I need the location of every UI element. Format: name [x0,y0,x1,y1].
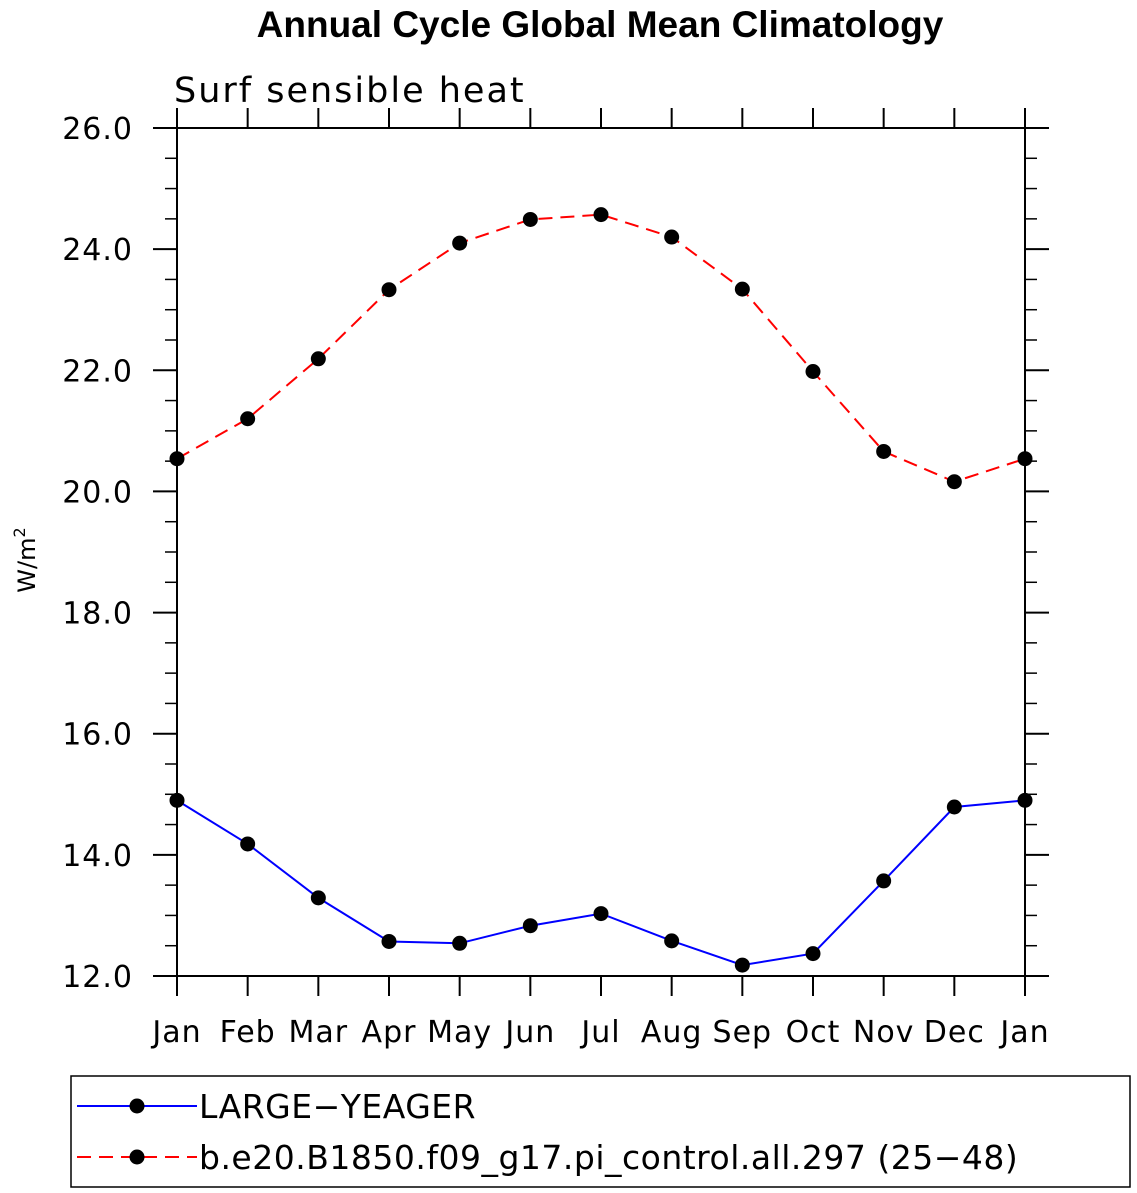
x-tick-label: May [427,1015,492,1050]
series-1-point [734,957,750,973]
series-1-point [1017,792,1033,808]
y-axis-ticks: 12.0 14.0 16.0 18.0 20.0 22.0 24.0 26.0 [62,112,1049,995]
legend-box [70,1075,1131,1188]
legend-marker-2 [129,1149,145,1165]
series-2-point [593,207,609,223]
series-2-point [310,351,326,367]
y-tick-label: 14.0 [62,839,133,874]
y-tick-label: 12.0 [62,960,133,995]
series-2-point [805,363,821,379]
legend-marker-1 [129,1098,145,1114]
series-2-point [381,282,397,298]
series-1-point [805,946,821,962]
y-tick-label: 26.0 [62,112,133,147]
chart-subtitle: Surf sensible heat [174,71,526,111]
y-axis-label-text: W/m [13,537,41,592]
y-tick-label: 16.0 [62,718,133,753]
series-2-point [876,443,892,459]
series-1-point [664,933,680,949]
x-tick-label: Jan [998,1015,1049,1050]
y-tick-label: 20.0 [62,475,133,510]
x-tick-label: Aug [641,1015,703,1050]
x-tick-label: Oct [786,1015,841,1050]
series-1-point [946,799,962,815]
x-tick-label: Feb [220,1015,276,1050]
x-tick-label: Mar [289,1015,349,1050]
series-1-point [522,918,538,934]
series-line-2 [176,213,1026,483]
y-tick-label: 24.0 [62,233,133,268]
series-1-point [169,792,185,808]
series-1-point [240,836,256,852]
x-tick-label: Apr [362,1015,417,1050]
y-axis-label-superscript: 2 [10,527,29,537]
x-tick-label: Sep [713,1015,773,1050]
legend: LARGE−YEAGER b.e20.B1850.f09_g17.pi_contr… [77,1087,1018,1177]
series-1-point [876,873,892,889]
series-2-point [664,229,680,245]
legend-label-2: b.e20.B1850.f09_g17.pi_control.all.297 (… [199,1138,1018,1177]
series-2-point [522,211,538,227]
y-axis-label: W/m2 [10,527,41,592]
series-1-point [452,935,468,951]
legend-label-1: LARGE−YEAGER [199,1087,476,1126]
series-layer [169,207,1033,973]
svg-text:W/m2: W/m2 [10,527,41,592]
x-tick-label: Nov [853,1015,915,1050]
series-2-point [946,474,962,490]
x-tick-label: Jun [503,1015,555,1050]
series-line-1 [176,799,1026,967]
x-tick-label: Jan [150,1015,201,1050]
series-2-point [240,411,256,427]
x-tick-label: Dec [924,1015,985,1050]
series-2-point [452,235,468,251]
plot-frame [176,127,1026,977]
series-2-point [734,281,750,297]
series-2-point [1017,451,1033,467]
series-1-point [381,933,397,949]
series-1-point [310,890,326,906]
series-1-point [593,906,609,922]
x-tick-label: Jul [579,1015,620,1050]
series-2-point [169,451,185,467]
y-tick-label: 18.0 [62,597,133,632]
x-axis-ticks: Jan Feb Mar Apr May Jun Jul Aug Sep Oct Nov Dec Jan [150,108,1049,1050]
y-tick-label: 22.0 [62,354,133,389]
chart-title: Annual Cycle Global Mean Climatology [257,4,944,45]
